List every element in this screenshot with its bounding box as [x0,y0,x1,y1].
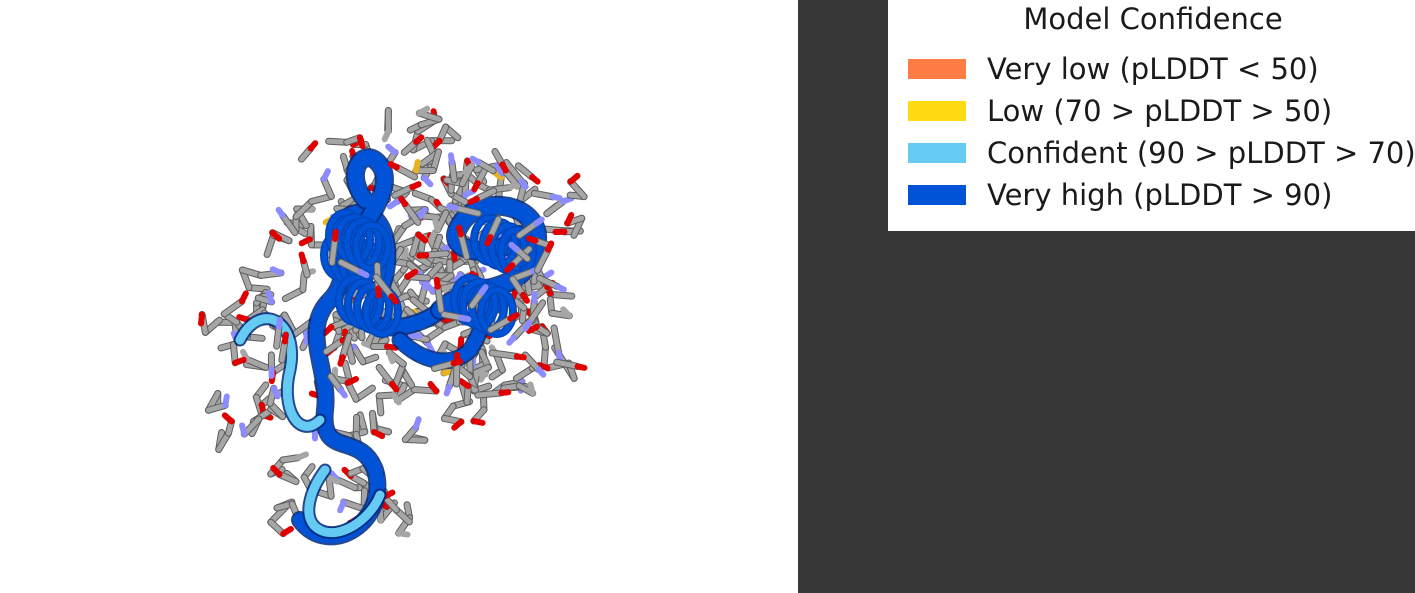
legend-label-very-high: Very high (pLDDT > 90) [987,178,1333,212]
legend-label-low: Low (70 > pLDDT > 50) [987,94,1333,128]
legend-swatch-confident [908,143,966,163]
structure-viewport[interactable] [0,0,798,593]
confidence-legend: Model Confidence Very low (pLDDT < 50) L… [888,0,1415,231]
legend-title: Model Confidence [1023,2,1283,36]
legend-swatch-very-high [908,185,966,205]
protein-structure [198,105,588,546]
legend-label-confident: Confident (90 > pLDDT > 70) [987,136,1415,170]
legend-swatch-very-low [908,59,966,79]
legend-swatch-low [908,101,966,121]
legend-label-very-low: Very low (pLDDT < 50) [987,52,1319,86]
